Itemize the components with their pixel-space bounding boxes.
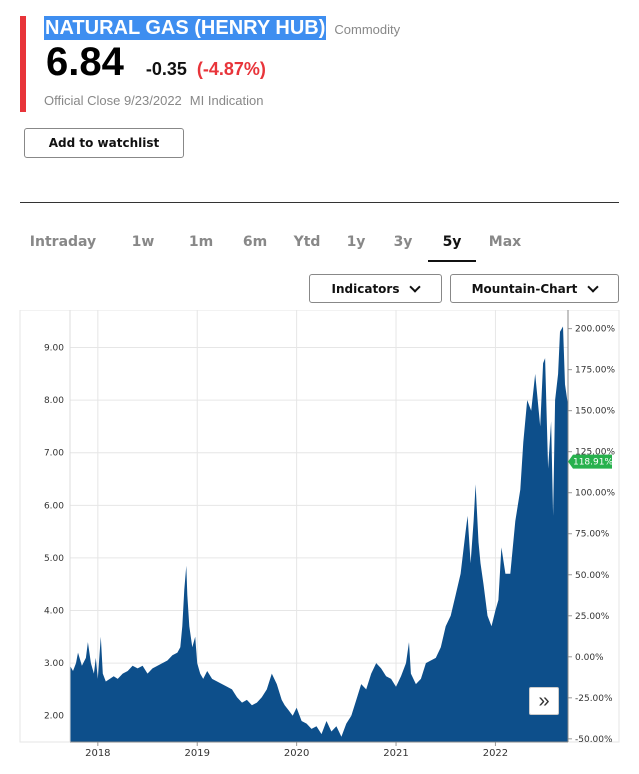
indicators-label: Indicators: [331, 281, 400, 296]
right-tick-label: 25.00%: [575, 612, 610, 622]
y-tick-label: 6.00: [44, 501, 64, 511]
chart-type-label: Mountain-Chart: [471, 281, 578, 296]
tab-ytd[interactable]: Ytd: [293, 234, 321, 250]
x-tick-label: 2021: [383, 748, 408, 759]
right-tick-label: 50.00%: [575, 571, 610, 581]
badge-shape: [568, 454, 612, 469]
instrument-category: Commodity: [334, 22, 401, 37]
x-tick-label: 2019: [185, 748, 210, 759]
y-tick-label: 9.00: [44, 344, 64, 354]
right-tick-label: 125.00%: [575, 448, 615, 458]
mi-indication-label: MI Indication: [189, 93, 264, 108]
chart-axes: 2.00 3.00 4.00 5.00 6.00 7.00 8.00 9.00 -50.00% -…: [44, 310, 615, 759]
price-row: 6.84 -0.35 (-4.87%): [46, 40, 266, 85]
divider: [20, 202, 619, 203]
x-tick-label: 2022: [483, 748, 508, 759]
right-tick-label: -50.00%: [575, 735, 613, 745]
x-tick-label: 2020: [284, 748, 309, 759]
right-tick-label: 175.00%: [575, 366, 615, 376]
right-tick-label: 200.00%: [575, 325, 615, 335]
chart-type-button[interactable]: Mountain-Chart: [450, 274, 619, 303]
last-price: 6.84: [46, 40, 124, 84]
double-chevron-right-icon[interactable]: »: [529, 687, 559, 715]
tab-1w[interactable]: 1w: [131, 234, 155, 250]
right-tick-label: 150.00%: [575, 407, 615, 417]
y-tick-label: 3.00: [44, 659, 64, 669]
instrument-title: NATURAL GAS (HENRY HUB): [44, 16, 327, 40]
y-tick-label: 4.00: [44, 607, 64, 617]
tab-1y[interactable]: 1y: [346, 234, 366, 250]
title-row: NATURAL GAS (HENRY HUB) Commodity: [44, 16, 400, 40]
chevron-down-icon: [409, 280, 422, 293]
y-tick-label: 7.00: [44, 449, 64, 459]
tab-6m[interactable]: 6m: [242, 234, 268, 250]
tab-1m[interactable]: 1m: [188, 234, 214, 250]
y-tick-label: 5.00: [44, 554, 64, 564]
close-info: Official Close 9/23/2022 MI Indication: [44, 93, 264, 108]
right-tick-label: 0.00%: [575, 653, 604, 663]
timeframe-tabs: Intraday 1w 1m 6m Ytd 1y 3y 5y Max: [24, 226, 526, 262]
price-area-series: [70, 326, 568, 742]
accent-bar: [20, 16, 26, 112]
y-tick-label: 2.00: [44, 712, 64, 722]
official-close-label: Official Close 9/23/2022: [44, 93, 182, 108]
chevron-down-icon: [587, 280, 600, 293]
badge-label: 118.91%: [573, 458, 613, 468]
right-tick-label: 75.00%: [575, 530, 610, 540]
y-tick-label: 8.00: [44, 396, 64, 406]
price-change: -0.35: [145, 59, 187, 79]
add-to-watchlist-button[interactable]: Add to watchlist: [24, 128, 184, 158]
right-tick-label: -25.00%: [575, 694, 613, 704]
tab-5y[interactable]: 5y: [428, 226, 476, 262]
price-change-percent: (-4.87%): [196, 59, 266, 79]
right-tick-label: 100.00%: [575, 489, 615, 499]
tab-intraday[interactable]: Intraday: [29, 234, 97, 250]
current-value-badge: 118.91%: [568, 454, 613, 469]
tab-max[interactable]: Max: [488, 234, 522, 250]
indicators-button[interactable]: Indicators: [309, 274, 442, 303]
x-tick-label: 2018: [85, 748, 110, 759]
tab-3y[interactable]: 3y: [393, 234, 413, 250]
price-chart: 2.00 3.00 4.00 5.00 6.00 7.00 8.00 9.00 -50.00% -…: [19, 310, 620, 759]
